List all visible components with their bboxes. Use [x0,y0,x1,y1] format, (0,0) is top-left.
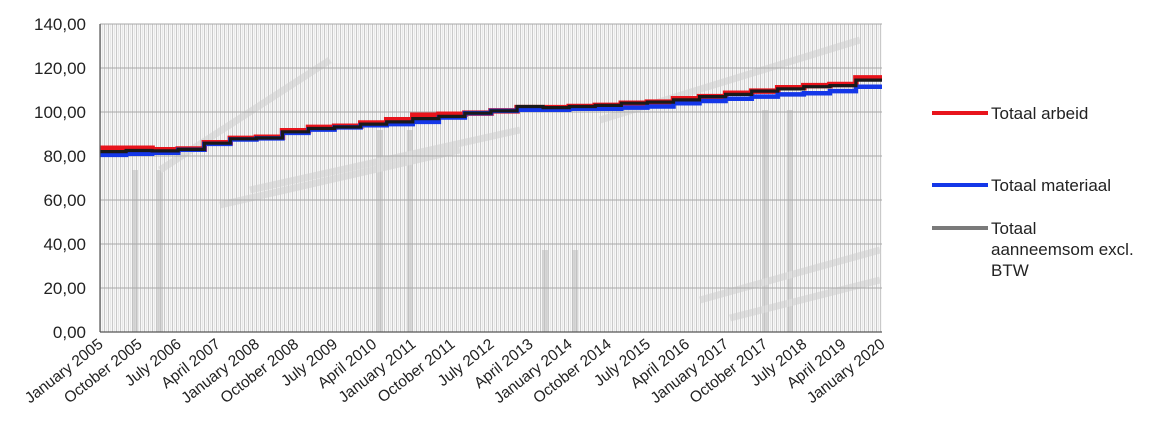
series-line-2 [100,78,882,154]
deco-beam-1 [249,126,521,194]
deco-beam-0 [219,146,461,209]
y-tick-label: 0,00 [53,323,86,342]
legend-label: BTW [991,261,1029,280]
y-tick-label: 20,00 [43,279,86,298]
y-tick-label: 100,00 [34,103,86,122]
deco-beam-4 [699,246,881,304]
legend-label: aanneemsom excl. [991,240,1134,259]
background-construction-image [132,36,881,332]
y-tick-label: 40,00 [43,235,86,254]
legend-label: Totaal arbeid [991,104,1088,123]
y-tick-label: 60,00 [43,191,86,210]
series-lines [100,75,882,158]
legend: Totaal arbeid Totaal materiaal Totaal aanne… [932,104,1134,280]
deco-beam-5 [729,276,881,322]
y-tick-label: 80,00 [43,147,86,166]
legend-label: Totaal materiaal [991,176,1111,195]
y-tick-label: 120,00 [34,59,86,78]
y-axis-ticks: 0,00 20,00 40,00 60,00 80,00 100,00 120,00 140,… [34,15,86,342]
y-tick-label: 140,00 [34,15,86,34]
axes [99,24,882,333]
legend-label: Totaal [991,219,1036,238]
